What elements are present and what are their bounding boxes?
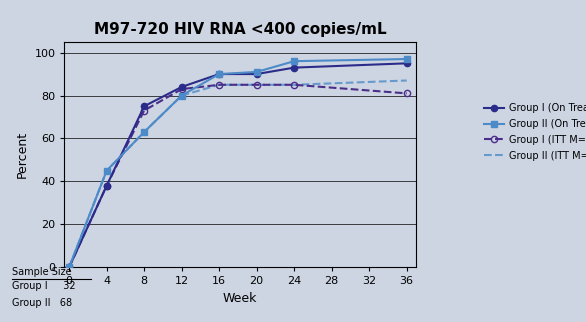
Legend: Group I (On Treatment), Group II (On Treatment), Group I (ITT M=F), Group II (IT: Group I (On Treatment), Group II (On Tre… <box>484 103 586 161</box>
Text: Group I     32: Group I 32 <box>12 281 76 291</box>
Text: 95%: 95% <box>0 321 1 322</box>
Text: Sample Size: Sample Size <box>12 267 71 277</box>
Text: 96%: 96% <box>0 321 1 322</box>
Title: M97-720 HIV RNA <400 copies/mL: M97-720 HIV RNA <400 copies/mL <box>94 22 387 36</box>
Text: 87%: 87% <box>0 321 1 322</box>
X-axis label: Week: Week <box>223 292 257 305</box>
Y-axis label: Percent: Percent <box>16 131 29 178</box>
Text: Group II   68: Group II 68 <box>12 298 72 308</box>
Text: 81%: 81% <box>0 321 1 322</box>
